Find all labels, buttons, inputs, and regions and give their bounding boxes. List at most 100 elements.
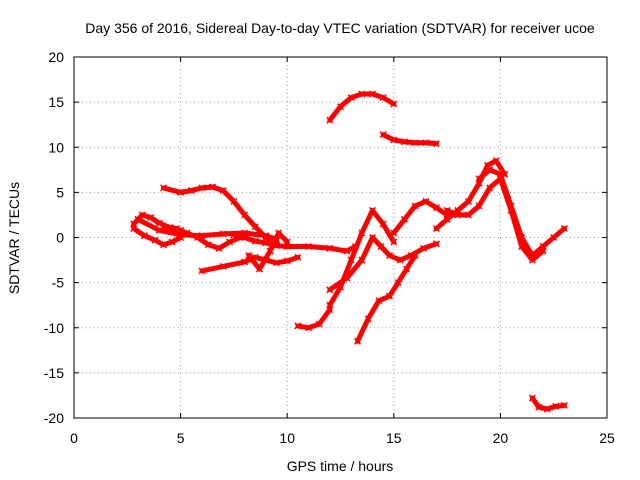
data-point (368, 233, 377, 242)
data-point (390, 136, 398, 144)
data-point (204, 241, 212, 249)
chart-title: Day 356 of 2016, Sidereal Day-to-day VTE… (85, 20, 595, 36)
data-point (147, 214, 155, 222)
x-tick-label: 10 (279, 430, 295, 446)
data-point (368, 206, 377, 214)
data-point (552, 402, 560, 410)
data-point (403, 265, 411, 273)
data-point (528, 252, 536, 260)
data-point (411, 139, 419, 147)
data-point (198, 184, 206, 192)
series-arc-12 (354, 252, 419, 345)
data-point (386, 252, 394, 260)
series-arc-06 (198, 253, 302, 275)
data-point (539, 242, 547, 251)
data-point (422, 139, 430, 147)
data-point (162, 226, 170, 234)
series-trace (327, 235, 439, 293)
data-point (411, 202, 419, 210)
data-point (160, 184, 168, 192)
x-tick-label: 5 (177, 430, 185, 446)
data-point (528, 394, 536, 402)
data-point (560, 224, 568, 233)
data-point (273, 259, 281, 267)
data-point (550, 233, 558, 242)
data-point (379, 220, 387, 228)
data-point (432, 240, 440, 248)
data-point (396, 256, 404, 264)
data-point (155, 219, 163, 227)
data-point (168, 238, 176, 246)
data-point (315, 320, 323, 328)
data-point (443, 215, 451, 223)
data-point (486, 166, 494, 174)
data-point (262, 239, 270, 247)
data-point (241, 258, 249, 266)
data-point (251, 223, 259, 231)
data-point (386, 292, 394, 300)
data-point (219, 262, 227, 270)
data-point (518, 233, 526, 242)
data-points (130, 90, 568, 413)
data-point (535, 403, 543, 411)
data-point (432, 140, 440, 148)
series-trace (199, 254, 301, 274)
y-tick-label: -20 (44, 410, 64, 426)
data-point (219, 230, 227, 238)
data-point (432, 204, 440, 212)
data-point (283, 257, 291, 265)
data-point (475, 202, 483, 210)
series-arc-09 (294, 306, 334, 332)
data-point (226, 238, 234, 246)
axis-ticks: 0 5 10 15 20 25 -20 -15 -10 -5 0 5 10 15 20 (44, 49, 615, 446)
data-point (304, 242, 313, 251)
data-point (255, 265, 264, 273)
data-point (326, 244, 334, 252)
data-point (390, 100, 398, 108)
y-tick-label: 10 (48, 139, 64, 155)
series-arc-18 (475, 166, 568, 260)
data-point (245, 252, 253, 260)
data-point (484, 161, 492, 169)
x-tick-label: 25 (599, 430, 615, 446)
data-point (379, 131, 387, 139)
data-point (209, 183, 217, 191)
data-point (151, 236, 159, 244)
data-point (400, 138, 408, 146)
y-tick-label: -15 (44, 365, 64, 381)
series-arc-14 (379, 131, 440, 148)
data-point (140, 232, 148, 240)
data-point (215, 244, 223, 252)
series-arc-08 (245, 229, 291, 273)
data-point (358, 256, 366, 264)
data-point (347, 94, 355, 102)
data-point (283, 238, 291, 246)
series-arc-05 (162, 224, 244, 252)
data-point (454, 211, 462, 219)
data-point (230, 231, 238, 239)
y-tick-label: -5 (52, 275, 65, 291)
y-tick-label: 0 (56, 230, 64, 246)
data-point (343, 247, 351, 255)
data-point (294, 253, 302, 261)
series-arc-19 (528, 394, 568, 413)
data-point (432, 224, 440, 233)
data-point (422, 197, 430, 205)
series-arc-13 (326, 90, 398, 124)
y-tick-label: 20 (48, 49, 64, 65)
data-point (155, 226, 163, 234)
data-point (336, 103, 345, 111)
data-point (507, 202, 515, 210)
data-point (230, 197, 238, 205)
data-point (326, 116, 334, 124)
data-point (375, 297, 383, 305)
series-arc-11 (326, 206, 398, 309)
data-point (464, 197, 472, 205)
data-point (294, 322, 302, 330)
data-point (130, 224, 138, 233)
y-tick-label: -10 (44, 320, 64, 336)
data-point (486, 184, 494, 192)
data-point (347, 256, 355, 264)
data-point (160, 241, 168, 249)
